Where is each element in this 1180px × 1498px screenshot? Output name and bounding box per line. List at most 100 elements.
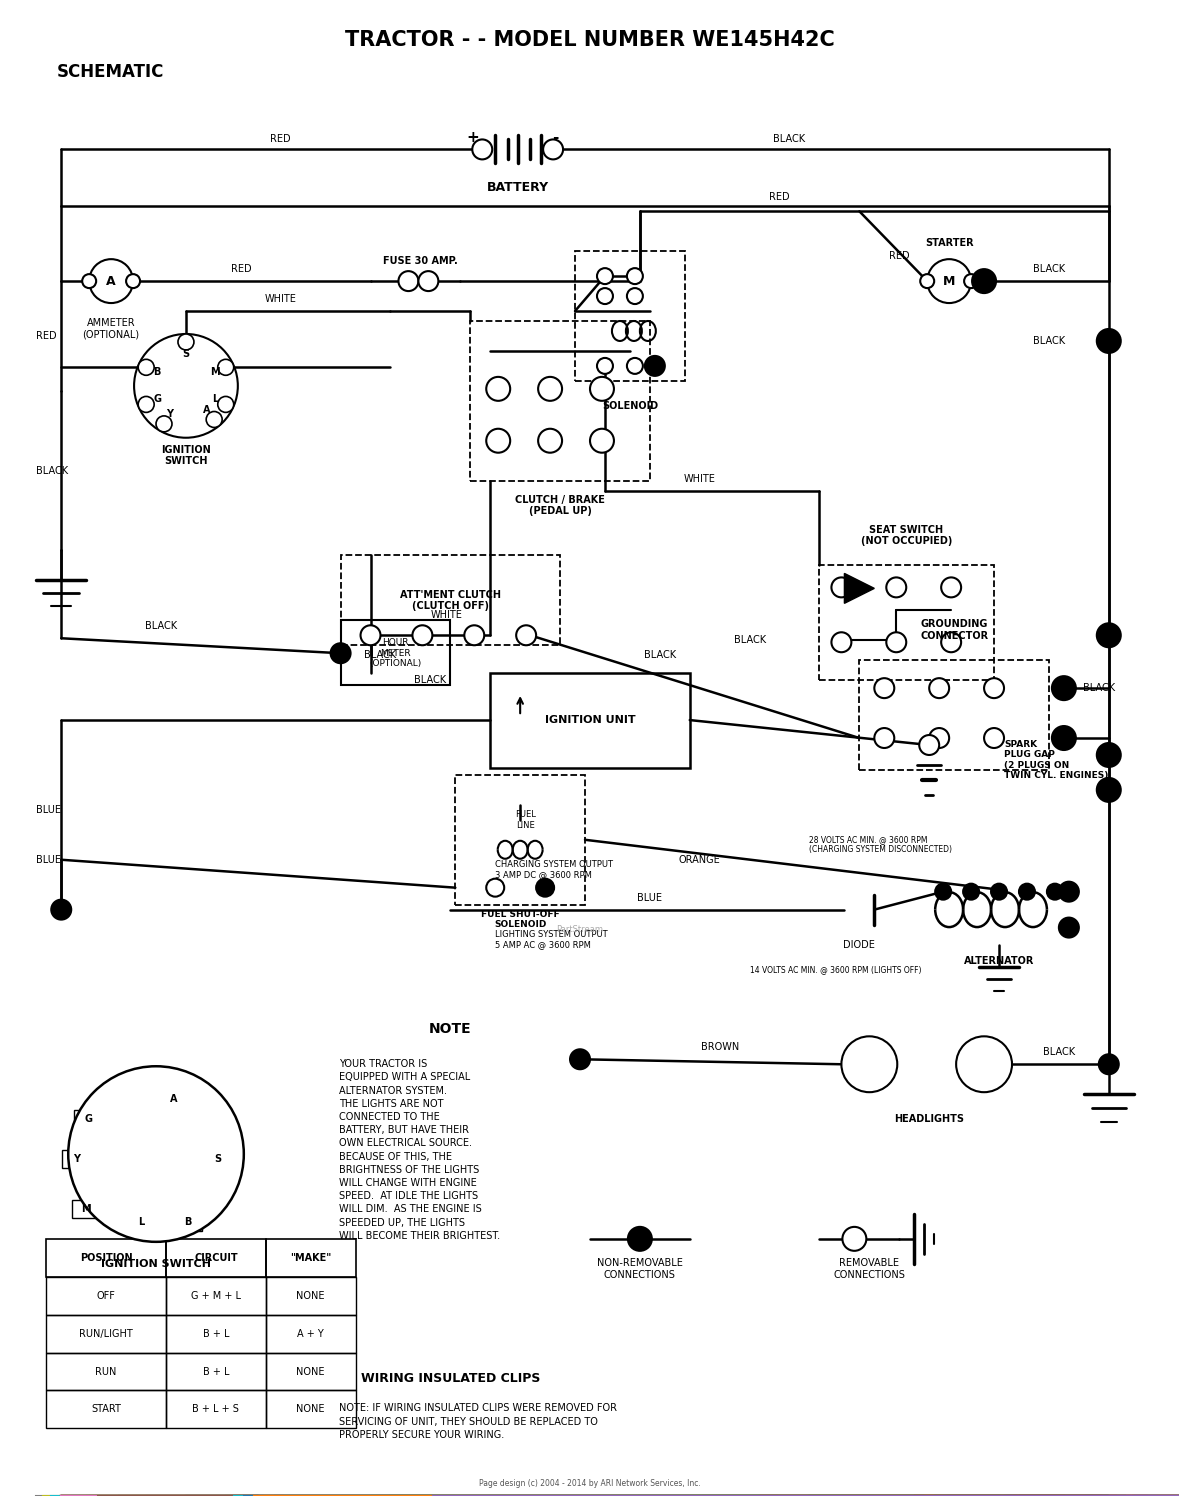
Text: G: G [153,394,160,404]
Bar [341,556,560,646]
Text: ORANGE: ORANGE [678,855,721,864]
Text: REMOVABLE
CONNECTIONS: REMOVABLE CONNECTIONS [833,1258,905,1279]
Circle shape [597,288,612,304]
Text: B + L: B + L [203,1329,229,1339]
Text: BLACK: BLACK [644,650,676,661]
Circle shape [1051,676,1076,700]
Text: BLACK: BLACK [145,622,177,631]
Text: DIODE: DIODE [844,939,876,950]
Circle shape [472,139,492,159]
Text: 14 VOLTS AC MIN. @ 3600 RPM (LIGHTS OFF): 14 VOLTS AC MIN. @ 3600 RPM (LIGHTS OFF) [749,965,922,974]
Text: A: A [203,406,210,415]
Text: G + M + L: G + M + L [191,1291,241,1300]
Bar [72,1200,100,1218]
Text: NOTE: IF WIRING INSULATED CLIPS WERE REMOVED FOR
SERVICING OF UNIT, THEY SHOULD : NOTE: IF WIRING INSULATED CLIPS WERE REM… [339,1404,617,1440]
Circle shape [972,270,996,294]
Text: SOLENOID: SOLENOID [602,401,658,410]
Circle shape [929,728,949,748]
Text: SPARK
PLUG GAP
(2 PLUGS ON
TWIN CYL. ENGINES): SPARK PLUG GAP (2 PLUGS ON TWIN CYL. ENG… [1004,740,1108,780]
Circle shape [486,428,510,452]
Text: RED: RED [37,331,57,342]
Circle shape [1096,743,1121,767]
Text: BLUE: BLUE [37,804,61,815]
Circle shape [138,360,155,376]
Circle shape [218,360,234,376]
Text: A: A [170,1094,178,1104]
Bar [575,252,684,380]
Circle shape [874,679,894,698]
Bar [166,1353,266,1390]
Circle shape [538,428,562,452]
Text: CLUTCH / BRAKE
(PEDAL UP): CLUTCH / BRAKE (PEDAL UP) [516,494,605,517]
Circle shape [1099,1055,1119,1074]
Bar [266,1315,355,1353]
Circle shape [627,358,643,374]
Text: NOTE: NOTE [430,1022,472,1037]
Circle shape [645,357,664,376]
Bar [204,1150,231,1168]
Circle shape [83,274,96,288]
Circle shape [516,625,536,646]
Bar [166,1276,266,1315]
Text: B + L: B + L [203,1366,229,1377]
Text: L: L [211,394,218,404]
Bar [173,1213,202,1231]
Circle shape [1051,727,1076,750]
Bar [160,1091,188,1109]
Text: B: B [184,1216,191,1227]
Text: RED: RED [769,192,789,202]
Circle shape [156,416,172,431]
Circle shape [942,632,962,652]
Text: BLACK: BLACK [773,135,806,144]
Text: STARTER: STARTER [925,238,973,249]
Circle shape [399,271,419,291]
Circle shape [964,274,978,288]
Text: WHITE: WHITE [431,610,463,620]
Circle shape [1058,918,1079,938]
Circle shape [886,632,906,652]
Text: NONE: NONE [296,1405,325,1414]
Bar [166,1315,266,1353]
Circle shape [543,139,563,159]
Text: HEADLIGHTS: HEADLIGHTS [894,1115,964,1124]
Text: BLACK: BLACK [1043,1047,1075,1058]
Circle shape [1047,884,1063,900]
Circle shape [628,1227,651,1251]
Bar [166,1239,266,1276]
Circle shape [126,274,140,288]
Circle shape [832,632,852,652]
Bar [266,1353,355,1390]
Text: NON-REMOVABLE
CONNECTIONS: NON-REMOVABLE CONNECTIONS [597,1258,683,1279]
Text: BLACK: BLACK [1032,264,1066,274]
Text: BROWN: BROWN [701,1043,739,1052]
Text: M: M [210,367,219,377]
Circle shape [597,358,612,374]
Text: "MAKE": "MAKE" [290,1252,332,1263]
Circle shape [51,900,71,920]
Circle shape [832,577,852,598]
Text: A: A [106,274,116,288]
Circle shape [1096,330,1121,354]
Bar [859,661,1049,770]
Circle shape [90,259,133,303]
Text: BLACK: BLACK [37,466,68,476]
Text: POSITION: POSITION [80,1252,132,1263]
Text: +: + [466,130,479,145]
Circle shape [538,377,562,401]
Polygon shape [845,574,874,604]
Bar [266,1390,355,1429]
Circle shape [991,884,1007,900]
Text: YOUR TRACTOR IS
EQUIPPED WITH A SPECIAL
ALTERNATOR SYSTEM.
THE LIGHTS ARE NOT
CO: YOUR TRACTOR IS EQUIPPED WITH A SPECIAL … [339,1059,499,1240]
Text: OFF: OFF [97,1291,116,1300]
Circle shape [413,625,432,646]
Text: START: START [91,1405,122,1414]
Bar [46,1276,166,1315]
Text: S: S [183,349,190,360]
Circle shape [218,397,234,412]
Circle shape [920,274,935,288]
Text: 28 VOLTS AC MIN. @ 3600 RPM
(CHARGING SYSTEM DISCONNECTED): 28 VOLTS AC MIN. @ 3600 RPM (CHARGING SY… [809,834,952,854]
Circle shape [886,577,906,598]
Text: L: L [138,1216,144,1227]
Circle shape [206,412,222,427]
Circle shape [590,428,614,452]
